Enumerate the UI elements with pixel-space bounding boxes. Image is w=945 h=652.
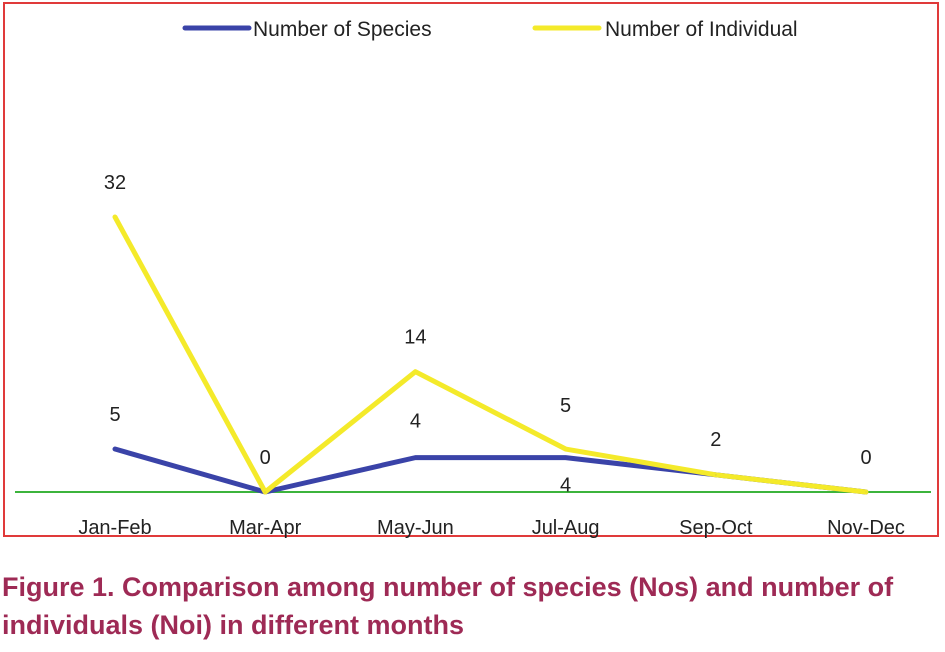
legend-label: Number of Individual bbox=[605, 18, 798, 41]
data-label: 4 bbox=[410, 411, 421, 433]
data-label: 0 bbox=[260, 447, 271, 469]
data-label: 5 bbox=[560, 395, 571, 417]
species-series-line bbox=[112, 446, 869, 495]
line-chart: Jan-Feb Mar-Apr May-Jun Jul-Aug Sep-Oct Nov-D… bbox=[15, 18, 931, 539]
x-tick-label: Jul-Aug bbox=[532, 517, 600, 539]
data-point-1-4 bbox=[715, 474, 717, 476]
data-point-1-1 bbox=[264, 491, 266, 493]
x-tick-label: May-Jun bbox=[377, 517, 454, 539]
data-point-1-3 bbox=[565, 448, 567, 450]
data-label: 32 bbox=[104, 172, 126, 194]
data-point-1-5 bbox=[865, 491, 867, 493]
x-tick-label: Nov-Dec bbox=[827, 517, 905, 539]
legend-label: Number of Species bbox=[253, 18, 432, 41]
data-label: 2 bbox=[710, 429, 721, 451]
data-point-1-2 bbox=[414, 371, 416, 373]
data-label: 5 bbox=[109, 404, 120, 426]
x-tick-label: Mar-Apr bbox=[229, 517, 302, 539]
x-tick-label: Jan-Feb bbox=[78, 517, 151, 539]
data-label: 14 bbox=[404, 327, 426, 349]
data-point-0-3 bbox=[565, 457, 567, 459]
data-label: 4 bbox=[560, 475, 571, 497]
data-point-0-2 bbox=[414, 457, 416, 459]
figure-caption: Figure 1. Comparison among number of spe… bbox=[2, 572, 894, 640]
individual-series-line bbox=[112, 214, 869, 495]
data-point-1-0 bbox=[114, 216, 116, 218]
data-label: 0 bbox=[860, 447, 871, 469]
chart-frame: Jan-Feb Mar-Apr May-Jun Jul-Aug Sep-Oct Nov-D… bbox=[3, 2, 939, 539]
data-point-0-0 bbox=[114, 448, 116, 450]
x-tick-label: Sep-Oct bbox=[679, 517, 753, 539]
